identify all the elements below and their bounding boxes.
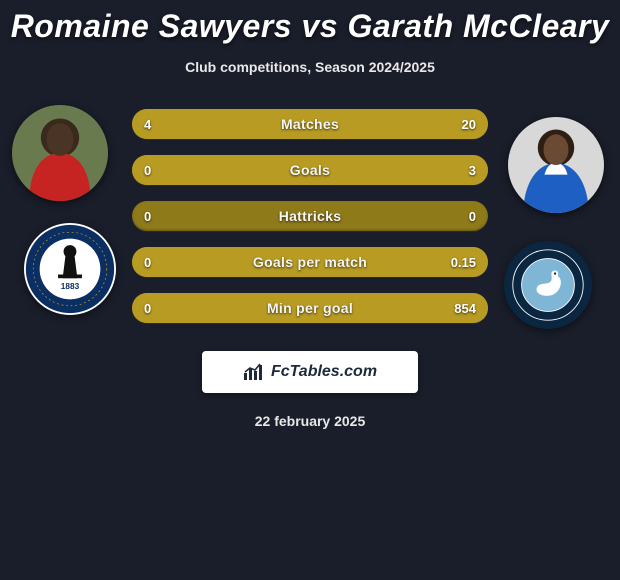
chart-icon <box>243 363 265 381</box>
stat-row: 00Hattricks <box>132 201 488 231</box>
stat-label: Hattricks <box>132 201 488 231</box>
svg-text:1883: 1883 <box>61 282 80 291</box>
stat-row: 0854Min per goal <box>132 293 488 323</box>
bristol-rovers-badge-icon: 1883 <box>24 223 116 315</box>
vs-text: vs <box>301 8 338 44</box>
player2-club-badge <box>504 241 592 329</box>
wycombe-wanderers-badge-icon <box>504 241 592 329</box>
comparison-panel: 1883 420Matches 03Goals 00Hattricks 00.15Go… <box>0 103 620 343</box>
page-title: Romaine Sawyers vs Garath McCleary <box>0 0 620 45</box>
stat-label: Matches <box>132 109 488 139</box>
player1-avatar-image <box>12 105 108 201</box>
subtitle: Club competitions, Season 2024/2025 <box>0 59 620 75</box>
brand-link[interactable]: FcTables.com <box>202 351 418 393</box>
stat-bars: 420Matches 03Goals 00Hattricks 00.15Goals p… <box>132 109 488 339</box>
player2-avatar-image <box>508 117 604 213</box>
stat-row: 03Goals <box>132 155 488 185</box>
date-label: 22 february 2025 <box>0 413 620 429</box>
player1-avatar <box>12 105 108 201</box>
stat-label: Min per goal <box>132 293 488 323</box>
player2-avatar <box>508 117 604 213</box>
player1-club-badge: 1883 <box>24 223 116 315</box>
stat-row: 00.15Goals per match <box>132 247 488 277</box>
stat-row: 420Matches <box>132 109 488 139</box>
stat-label: Goals per match <box>132 247 488 277</box>
brand-label: FcTables.com <box>271 363 377 381</box>
stat-label: Goals <box>132 155 488 185</box>
player2-name: Garath McCleary <box>347 8 609 44</box>
player1-name: Romaine Sawyers <box>11 8 292 44</box>
